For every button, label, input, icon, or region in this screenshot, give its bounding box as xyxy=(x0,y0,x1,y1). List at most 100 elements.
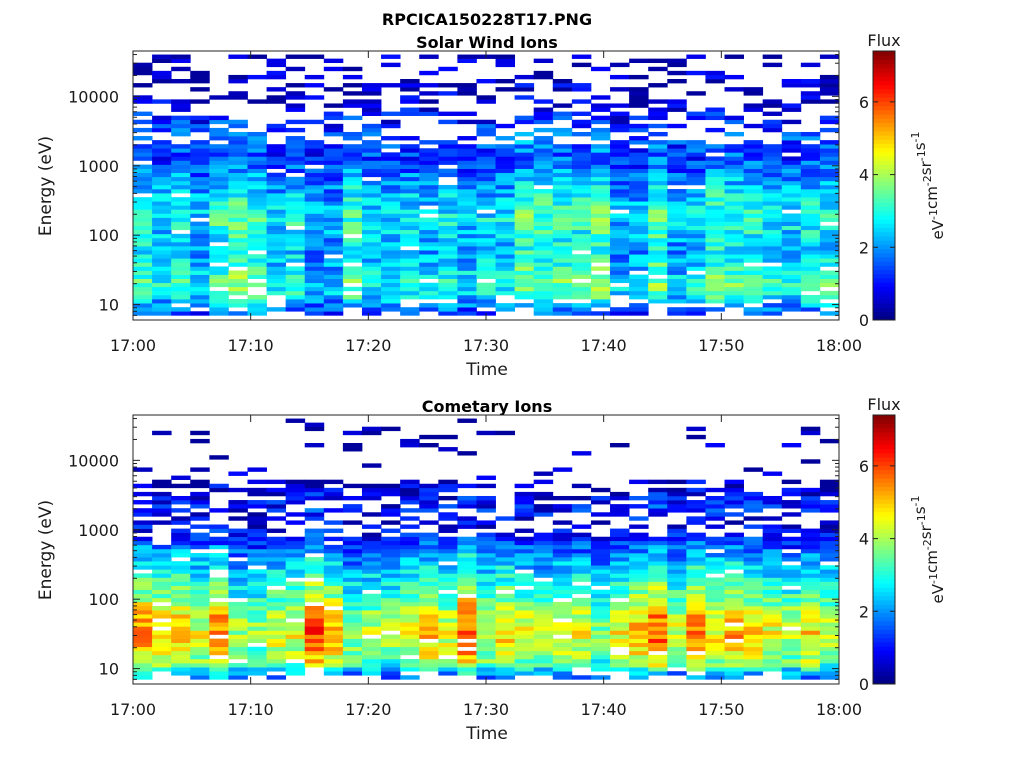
heatmap-cell xyxy=(552,233,573,239)
heatmap-cell xyxy=(629,99,649,104)
heatmap-cell xyxy=(457,189,477,194)
heatmap-cell xyxy=(323,131,344,137)
heatmap-cell xyxy=(533,270,554,275)
heatmap-cell xyxy=(800,642,821,648)
heatmap-cell xyxy=(323,536,344,542)
heatmap-cell xyxy=(304,213,325,218)
heatmap-cell xyxy=(285,197,306,202)
x-tick-label: 18:00 xyxy=(816,700,862,719)
heatmap-cell xyxy=(438,614,458,619)
heatmap-cell xyxy=(228,278,248,284)
heatmap-cell xyxy=(781,544,802,550)
heatmap-cell xyxy=(152,512,172,517)
heatmap-cell xyxy=(610,74,630,80)
colorbar-swatch xyxy=(873,206,895,212)
heatmap-cell xyxy=(438,487,458,493)
heatmap-cell xyxy=(743,667,764,672)
heatmap-cell xyxy=(724,512,744,517)
heatmap-cell xyxy=(247,311,267,316)
heatmap-cell xyxy=(247,229,267,235)
heatmap-cell xyxy=(781,79,802,84)
heatmap-cell xyxy=(724,168,744,174)
heatmap-cell xyxy=(152,634,172,639)
heatmap-cell xyxy=(819,246,840,251)
heatmap-cell xyxy=(171,626,191,631)
heatmap-cell xyxy=(724,646,744,652)
heatmap-cell xyxy=(762,311,783,316)
heatmap-cell xyxy=(361,618,382,623)
heatmap-cell xyxy=(686,254,706,259)
heatmap-cell xyxy=(495,197,516,202)
heatmap-cell xyxy=(552,508,573,513)
heatmap-cell xyxy=(705,626,725,631)
heatmap-cell xyxy=(285,144,306,149)
heatmap-cell xyxy=(304,278,325,284)
heatmap-cell xyxy=(171,630,191,635)
heatmap-cell xyxy=(495,286,516,292)
heatmap-cell xyxy=(228,589,248,595)
heatmap-cell xyxy=(247,152,267,157)
heatmap-cell xyxy=(819,213,840,218)
heatmap-cell xyxy=(819,634,840,639)
heatmap-cell xyxy=(152,229,172,235)
heatmap-cell xyxy=(342,606,363,611)
heatmap-cell xyxy=(438,290,458,296)
heatmap-cell xyxy=(819,654,840,660)
heatmap-cell xyxy=(571,451,592,456)
heatmap-cell xyxy=(762,197,783,202)
heatmap-cell xyxy=(381,172,401,178)
heatmap-cell xyxy=(361,229,382,235)
heatmap-cell xyxy=(743,508,764,513)
heatmap-cell xyxy=(190,205,210,210)
heatmap-cell xyxy=(285,209,306,214)
heatmap-cell xyxy=(342,103,363,108)
heatmap-cell xyxy=(495,262,516,267)
heatmap-cell xyxy=(800,589,821,595)
heatmap-cell xyxy=(533,221,554,227)
heatmap-cell xyxy=(667,626,687,631)
heatmap-cell xyxy=(323,156,344,161)
heatmap-cell xyxy=(743,467,764,472)
heatmap-cell xyxy=(762,536,783,542)
heatmap-cell xyxy=(381,622,401,627)
heatmap-cell xyxy=(667,152,687,157)
heatmap-cell xyxy=(762,266,783,271)
heatmap-cell xyxy=(495,229,516,235)
x-tick-label: 17:00 xyxy=(110,700,156,719)
heatmap-cell xyxy=(400,290,420,296)
heatmap-cell xyxy=(266,618,287,623)
colorbar-swatch xyxy=(873,80,895,86)
heatmap-cell xyxy=(762,565,783,570)
y-tick-label: 10000 xyxy=(68,87,119,106)
heatmap-cell xyxy=(781,597,802,603)
heatmap-cell xyxy=(285,286,306,292)
heatmap-cell xyxy=(781,254,802,259)
heatmap-cell xyxy=(819,642,840,648)
heatmap-cell xyxy=(667,225,687,231)
heatmap-cell xyxy=(266,172,287,178)
heatmap-cell xyxy=(419,553,439,558)
heatmap-cell xyxy=(629,156,649,161)
heatmap-cell xyxy=(571,650,592,656)
heatmap-cell xyxy=(629,618,649,623)
heatmap-cell xyxy=(762,504,783,509)
heatmap-cell xyxy=(667,654,687,660)
heatmap-cell xyxy=(342,540,363,546)
heatmap-cell xyxy=(762,229,783,235)
heatmap-cell xyxy=(552,270,573,275)
heatmap-cell xyxy=(323,508,344,513)
heatmap-cell xyxy=(514,618,535,623)
heatmap-cell xyxy=(152,565,172,570)
heatmap-cell xyxy=(285,610,306,615)
heatmap-cell xyxy=(285,140,306,145)
heatmap-cell xyxy=(705,79,725,84)
heatmap-cell xyxy=(533,148,554,153)
heatmap-cell xyxy=(228,193,248,198)
heatmap-cell xyxy=(819,536,840,542)
heatmap-cell xyxy=(228,140,248,145)
heatmap-cell xyxy=(323,233,344,239)
heatmap-cell xyxy=(724,597,744,603)
heatmap-cell xyxy=(495,516,516,521)
y-tick-label: 100 xyxy=(88,226,119,245)
heatmap-cell xyxy=(743,282,764,288)
